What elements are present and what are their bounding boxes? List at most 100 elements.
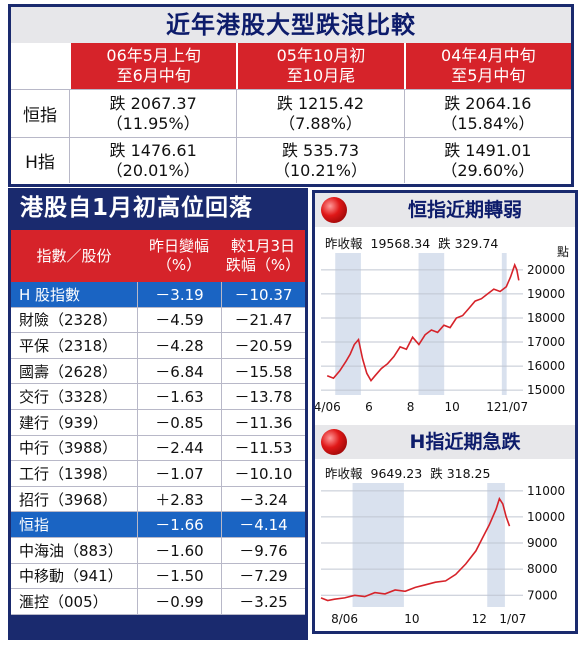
- col-header-line2: 至6月中旬: [116, 66, 191, 85]
- y-tick-label: 9000: [527, 536, 558, 550]
- x-tick-label: 12: [486, 400, 501, 414]
- drop-value: 跌 2064.16: [444, 93, 532, 113]
- y-tick-label: 16000: [527, 359, 565, 373]
- stock-name: 工行（1398）: [19, 464, 118, 483]
- close-label: 昨收報: [325, 236, 363, 251]
- x-tick-label: 8/06: [331, 612, 358, 626]
- table-row: 招行（3968） ＋2.83 －3.24: [11, 486, 305, 513]
- drop-percent: （20.01%）: [106, 160, 200, 180]
- stock-table-body: H 股指數 －3.19 －10.37 財險（2328） －4.59 －21.47 平保（23…: [11, 282, 305, 615]
- stock-name: 中移動（941）: [19, 567, 123, 586]
- drop-value: 跌 535.73: [281, 140, 360, 160]
- close-value: 9649.23: [370, 466, 423, 481]
- ytd-change: －20.59: [221, 333, 305, 358]
- shaded-band: [352, 483, 404, 607]
- hshares-line-chart: 7000 8000 9000 10000 11000 8/06 10 12 1/07: [320, 483, 565, 626]
- chart-title: 恒指近期轉弱: [407, 199, 522, 221]
- y-tick-label: 17000: [527, 335, 565, 349]
- stock-name: 財險（2328）: [19, 311, 118, 330]
- ytd-change: －4.14: [221, 512, 305, 537]
- daily-change: －3.19: [137, 282, 221, 307]
- table-row: 恒指 －1.66 －4.14: [11, 512, 305, 538]
- x-tick-label: 6: [365, 400, 373, 414]
- chart-close-info: 昨收報 19568.34 跌 329.74: [325, 233, 506, 252]
- drop-value: 跌 1491.01: [444, 140, 532, 160]
- stock-name: 中海油（883）: [19, 541, 123, 560]
- stock-table-panel: 港股自1月初高位回落 指數／股份 昨日變幅 （%） 較1月3日 跌幅（%） H 股指…: [8, 188, 308, 640]
- table-row: 國壽（2628） －6.84 －15.58: [11, 358, 305, 385]
- chart-title-bar: 恒指近期轉弱: [315, 193, 575, 227]
- ytd-change: －10.37: [221, 282, 305, 307]
- comparison-row-hshares: H指 跌 1476.61 （20.01%） 跌 535.73 （10.21%） …: [11, 137, 571, 183]
- stock-table-header: 指數／股份 昨日變幅 （%） 較1月3日 跌幅（%）: [11, 230, 305, 282]
- table-row: 平保（2318） －4.28 －20.59: [11, 333, 305, 359]
- y-tick-label: 15000: [527, 383, 565, 397]
- hsi-line-chart: 15000 16000 17000 18000 19000 20000 4/06 6 8 10 12…: [315, 253, 565, 414]
- stock-name: 滙控（005）: [19, 592, 108, 611]
- comparison-col-header: 06年5月上旬 至6月中旬: [69, 43, 237, 89]
- daily-change: －1.63: [137, 384, 221, 409]
- chart-title: H指近期急跌: [409, 431, 521, 453]
- col-header-line1: 05年10月初: [276, 46, 366, 65]
- table-row: 中海油（883） －1.60 －9.76: [11, 537, 305, 564]
- shaded-band: [335, 253, 361, 395]
- table-row: 交行（3328） －1.63 －13.78: [11, 384, 305, 410]
- stock-name: 平保（2318）: [19, 336, 118, 355]
- row-label: H指: [25, 153, 55, 173]
- row-label: 恒指: [23, 106, 57, 126]
- daily-change: －1.07: [137, 461, 221, 486]
- stock-name: 建行（939）: [19, 413, 108, 432]
- table-row: H 股指數 －3.19 －10.37: [11, 282, 305, 308]
- y-tick-label: 8000: [527, 562, 558, 576]
- table-row: 建行（939） －0.85 －11.36: [11, 409, 305, 436]
- ytd-change: －11.36: [221, 409, 305, 435]
- unit-label: 點: [556, 245, 569, 259]
- stock-name: 恒指: [19, 516, 50, 535]
- ytd-change: －13.78: [221, 384, 305, 409]
- red-ball-icon: [321, 197, 347, 223]
- comparison-table: 近年港股大型跌浪比較 06年5月上旬 至6月中旬 05年10月初 至10月尾 0…: [8, 4, 574, 187]
- chart-title-bar: H指近期急跌: [315, 425, 575, 459]
- daily-change: ＋2.83: [137, 486, 221, 512]
- col-header-line1: 04年4月中旬: [441, 46, 536, 65]
- comparison-cell: 跌 1215.42 （7.88%）: [236, 90, 403, 137]
- x-tick-label: 10: [404, 612, 419, 626]
- shaded-band: [501, 253, 507, 395]
- ytd-change: －7.29: [221, 563, 305, 589]
- red-ball-icon: [321, 429, 347, 455]
- drop-percent: （29.60%）: [441, 160, 535, 180]
- shaded-band: [487, 483, 505, 607]
- table-row: 滙控（005） －0.99 －3.25: [11, 589, 305, 615]
- drop-value: 跌 2067.37: [109, 93, 197, 113]
- stock-name: 國壽（2628）: [19, 362, 118, 381]
- x-tick-label: 8: [407, 400, 415, 414]
- daily-change: －0.85: [137, 409, 221, 435]
- daily-change: －1.50: [137, 563, 221, 589]
- comparison-cell: 跌 535.73 （10.21%）: [236, 138, 403, 183]
- series-line: [320, 496, 511, 602]
- stock-name: 中行（3988）: [19, 439, 118, 458]
- comparison-cell: 跌 1476.61 （20.01%）: [69, 138, 236, 183]
- table-row: 中移動（941） －1.50 －7.29: [11, 563, 305, 590]
- series-line: [326, 262, 520, 382]
- x-tick-label: 1/07: [499, 612, 526, 626]
- comparison-cell: 跌 2064.16 （15.84%）: [403, 90, 571, 137]
- drop-percent: （10.21%）: [273, 160, 367, 180]
- col-header-line2: 至5月中旬: [451, 66, 526, 85]
- drop-value: 跌 1215.42: [276, 93, 365, 113]
- comparison-title: 近年港股大型跌浪比較: [11, 7, 571, 43]
- daily-change: －1.66: [137, 512, 221, 537]
- x-tick-label: 12: [472, 612, 487, 626]
- table-row: 工行（1398） －1.07 －10.10: [11, 461, 305, 487]
- ytd-change: －9.76: [221, 537, 305, 563]
- ytd-change: －21.47: [221, 307, 305, 333]
- chart-close-info: 昨收報 9649.23 跌 318.25: [325, 463, 498, 482]
- ytd-change: －3.24: [221, 486, 305, 512]
- daily-change: －6.84: [137, 358, 221, 384]
- daily-change: －1.60: [137, 537, 221, 563]
- stock-table-title: 港股自1月初高位回落: [20, 195, 254, 221]
- comparison-corner: [11, 43, 69, 89]
- y-tick-label: 10000: [527, 510, 565, 524]
- x-tick-label: 4/06: [315, 400, 341, 414]
- stock-table: 指數／股份 昨日變幅 （%） 較1月3日 跌幅（%） H 股指數 －3.19 －10.3…: [11, 230, 305, 615]
